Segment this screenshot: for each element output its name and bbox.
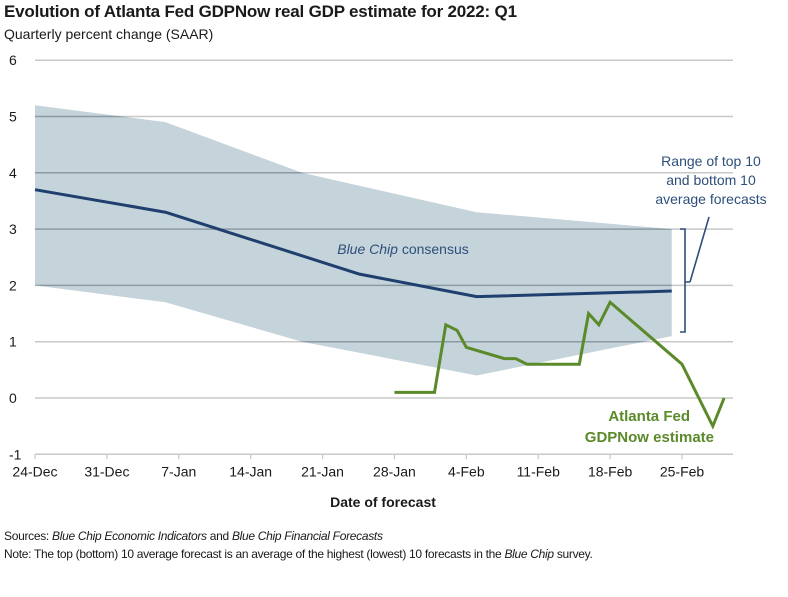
y-tick-label: 1 xyxy=(9,334,17,350)
note-text-2: survey. xyxy=(553,547,593,561)
gdpnow-annotation: Atlanta Fed GDPNow estimate xyxy=(585,408,714,446)
range-annotation-line-3: average forecasts xyxy=(655,191,766,207)
sources-note: Sources: Blue Chip Economic Indicators a… xyxy=(4,529,383,543)
y-tick-label: 3 xyxy=(9,221,17,237)
range-annotation-line-2: and bottom 10 xyxy=(666,172,756,188)
consensus-annotation: Blue Chip consensus xyxy=(337,241,469,257)
y-tick-label: 2 xyxy=(9,277,17,293)
x-tick-label: 11-Feb xyxy=(517,463,561,479)
gdpnow-annotation-line-1: Atlanta Fed xyxy=(608,408,690,425)
footnote: Note: The top (bottom) 10 average foreca… xyxy=(4,547,593,561)
sources-title-2: Blue Chip Financial Forecasts xyxy=(231,529,383,543)
y-tick-label: 0 xyxy=(9,390,17,406)
y-tick-label: 6 xyxy=(9,52,17,68)
x-tick-label: 31-Dec xyxy=(84,463,129,479)
gdpnow-annotation-line-2: GDPNow estimate xyxy=(585,429,714,446)
consensus-annotation-rest: consensus xyxy=(398,241,469,257)
blue-chip-consensus-line xyxy=(34,188,672,299)
x-axis: 24-Dec 31-Dec 7-Jan 14-Jan 21-Jan 28-Jan 4-Feb… xyxy=(12,453,733,479)
x-tick-label: 14-Jan xyxy=(229,463,272,479)
x-tick-label: 28-Jan xyxy=(373,463,416,479)
x-axis-title: Date of forecast xyxy=(330,494,436,510)
gdpnow-line xyxy=(394,299,726,430)
y-axis-ticks: -1 0 1 2 3 4 5 6 xyxy=(9,52,22,462)
sources-label: Sources: xyxy=(4,529,49,543)
chart-title: Evolution of Atlanta Fed GDPNow real GDP… xyxy=(4,2,517,21)
chart-subtitle: Quarterly percent change (SAAR) xyxy=(4,26,214,42)
sources-title-1: Blue Chip Economic Indicators xyxy=(52,529,207,543)
range-annotation-line-1: Range of top 10 xyxy=(661,153,761,169)
range-leader-line xyxy=(689,216,710,283)
x-tick-label: 21-Jan xyxy=(301,463,344,479)
x-tick-label: 25-Feb xyxy=(660,463,705,479)
sources-and: and xyxy=(206,529,232,543)
note-text-1: The top (bottom) 10 average forecast is … xyxy=(31,547,505,561)
x-tick-label: 18-Feb xyxy=(588,463,633,479)
y-tick-label: -1 xyxy=(9,446,22,462)
note-italic: Blue Chip xyxy=(504,547,554,561)
y-tick-label: 4 xyxy=(9,165,17,181)
x-tick-label: 4-Feb xyxy=(448,463,485,479)
x-tick-label: 24-Dec xyxy=(12,463,57,479)
x-tick-label: 7-Jan xyxy=(161,463,196,479)
note-label: Note: xyxy=(4,547,32,561)
range-bracket xyxy=(680,228,690,333)
y-tick-label: 5 xyxy=(9,109,17,125)
range-annotation: Range of top 10 and bottom 10 average fo… xyxy=(655,153,766,207)
consensus-annotation-italic: Blue Chip xyxy=(337,241,398,257)
